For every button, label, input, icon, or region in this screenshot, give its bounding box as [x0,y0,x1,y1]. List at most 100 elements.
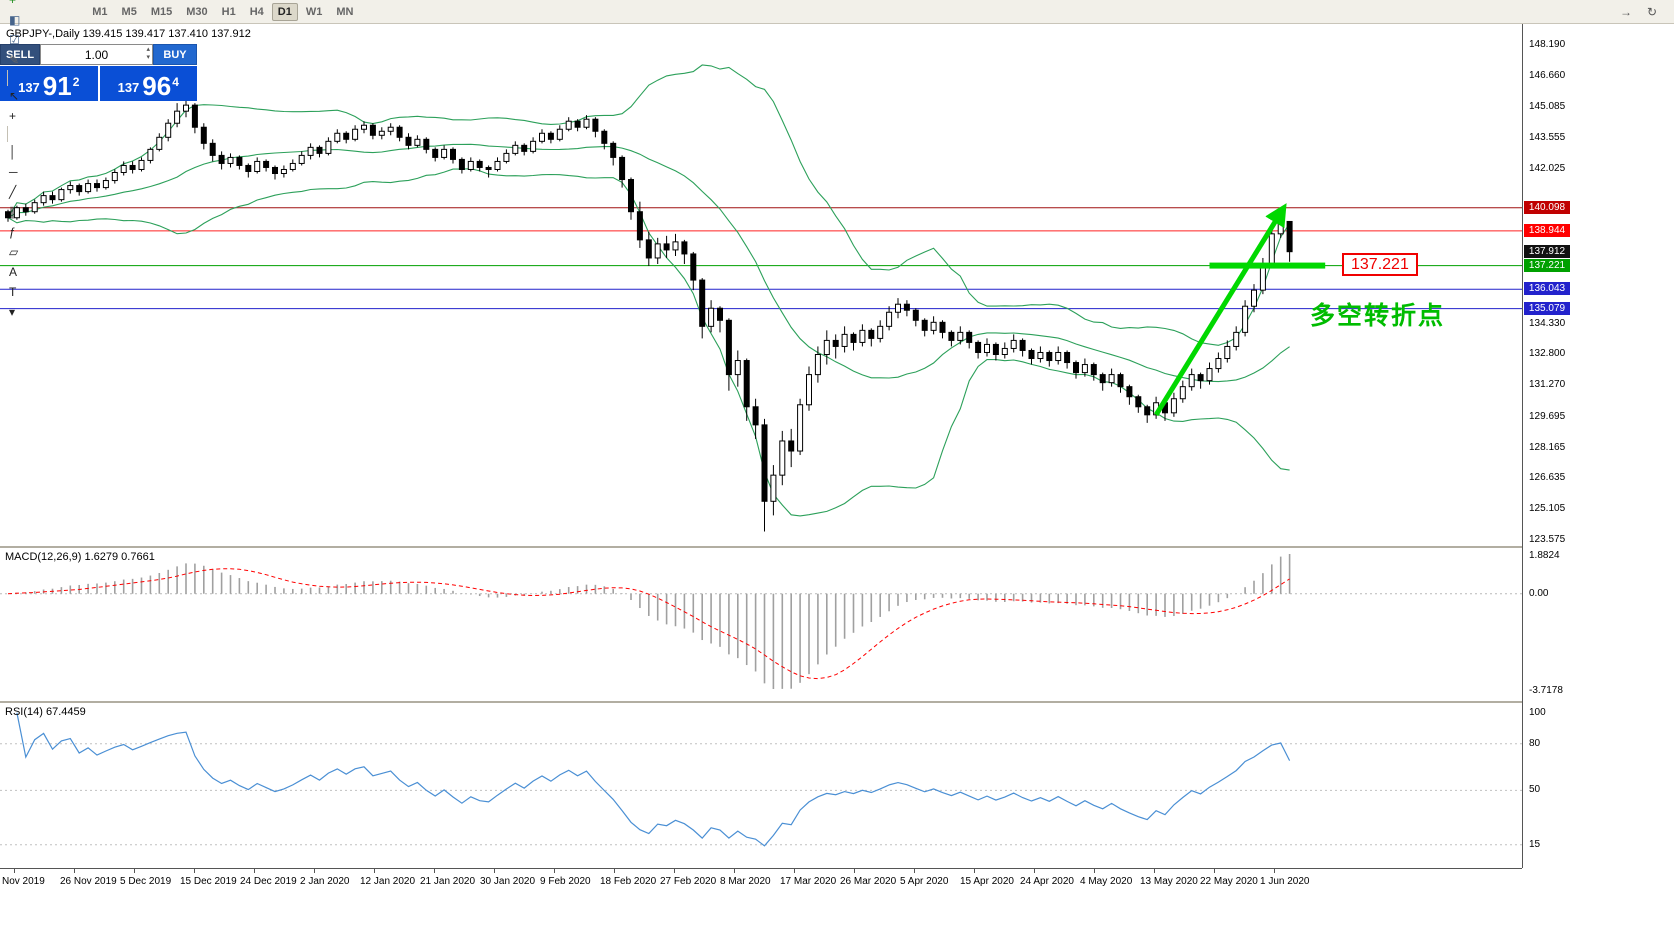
price-tag-138.944: 138.944 [1524,223,1570,237]
price-chart-pane[interactable] [0,24,1522,548]
shapes-icon: ▱ [9,244,19,259]
timeframe-m15[interactable]: M15 [150,5,173,18]
crosshair-icon[interactable]: + [4,106,74,126]
rsi-axis-label: 100 [1529,706,1546,718]
equidistant-channel-icon: ∥ [9,204,15,219]
price-tag-135.079: 135.079 [1524,301,1570,315]
stepper-up-icon[interactable]: ▴ [146,46,150,53]
volume-stepper[interactable]: ▴ ▾ [146,46,150,62]
timeframe-m5[interactable]: M5 [121,5,137,18]
date-axis-label: 15 Apr 2020 [960,876,1014,887]
date-axis[interactable]: Nov 2019 26 Nov 2019 5 Dec 2019 15 Dec 2019… [0,868,1522,892]
chart-shift-icon[interactable]: → [1615,2,1637,22]
date-axis-label: 30 Jan 2020 [480,876,536,887]
candlestick-chart [0,64,1522,532]
date-axis-tick [194,869,195,873]
rsi-indicator-pane[interactable]: RSI(14) 67.4459 [0,703,1522,868]
price-axis-label: 125.105 [1529,503,1566,515]
bid-price-pips: 91 [42,71,72,101]
text-label-icon[interactable]: T [4,282,74,302]
trendline-icon: ╱ [9,184,17,199]
date-axis-tick [974,869,975,873]
bid-price[interactable]: 137 91 2 [0,66,98,101]
pane-splitter[interactable] [0,546,1674,548]
ask-price-point: 4 [172,75,179,89]
timeframe-w1[interactable]: W1 [305,5,323,18]
date-axis-tick [254,869,255,873]
support-price-label: 137.221 [1342,253,1418,276]
date-axis-tick [494,869,495,873]
rsi-axis-label: 80 [1529,737,1541,749]
sell-button[interactable]: SELL [0,44,40,65]
date-axis-label: 2 Jan 2020 [300,876,350,887]
price-axis-label: 145.085 [1529,101,1566,113]
date-axis-label: Nov 2019 [2,876,45,887]
date-axis-tick [74,869,75,873]
bid-price-base: 137 [18,80,40,95]
date-axis-label: 24 Apr 2020 [1020,876,1074,887]
date-axis-tick [1034,869,1035,873]
text-icon[interactable]: A [4,262,74,282]
add-indicator-icon[interactable]: + [4,0,74,10]
date-axis-tick [14,869,15,873]
timeframe-mn[interactable]: MN [336,5,354,18]
volume-field[interactable]: 1.00 ▴ ▾ [40,44,153,65]
auto-scroll-icon: ↻ [1646,4,1657,19]
toolbar-separator [7,69,8,86]
equidistant-channel-icon[interactable]: ∥ [4,202,74,222]
date-axis-tick [554,869,555,873]
cursor-icon[interactable]: ↖ [4,86,74,106]
trendline-icon[interactable]: ╱ [4,182,74,202]
price-axis-label: 131.270 [1529,379,1566,391]
terminal-icon[interactable]: ☑ [4,30,74,50]
date-axis-tick [614,869,615,873]
date-axis-tick [674,869,675,873]
macd-axis-label: 0.00 [1529,587,1549,599]
price-axis-label: 146.660 [1529,69,1566,81]
price-axis-label: 143.555 [1529,132,1566,144]
strategy-tester-icon[interactable]: ✎ [4,50,74,70]
timeframe-h4[interactable]: H4 [249,5,264,18]
toolbar-left-group: ▦◆新订单▤▥▶自动交易╫▮≈⊕⊖▦▣+◧☑✎↖+│─╱∥ƒ▱AT▾ [4,0,74,322]
one-click-trading-panel: SELL 1.00 ▴ ▾ BUY 137 91 2 137 96 4 [0,44,197,101]
navigator-icon[interactable]: ◧ [4,10,74,30]
date-axis-label: 13 May 2020 [1140,876,1198,887]
toolbar-separator [7,125,8,142]
date-axis-label: 18 Feb 2020 [600,876,657,887]
macd-indicator-pane[interactable]: MACD(12,26,9) 1.6279 0.7661 [0,548,1522,701]
macd-chart [0,554,1522,689]
toolbar-right-group: → ↻ [1615,2,1670,22]
date-axis-label: 5 Apr 2020 [900,876,949,887]
timeframe-m30[interactable]: M30 [186,5,208,18]
date-axis-label: 1 Jun 2020 [1260,876,1310,887]
auto-scroll-icon[interactable]: ↻ [1642,2,1662,22]
ask-price[interactable]: 137 96 4 [99,66,197,101]
timeframe-toolbar: M1 M5 M15 M30 H1 H4 D1 W1 MN [85,2,360,21]
date-axis-label: 12 Jan 2020 [360,876,416,887]
macd-title: MACD(12,26,9) 1.6279 0.7661 [5,551,155,563]
date-axis-tick [1154,869,1155,873]
fibonacci-icon[interactable]: ƒ [4,222,74,242]
arrows-dropdown-icon: ▾ [9,304,16,319]
strategy-tester-icon: ✎ [9,52,20,67]
date-axis-label: 22 May 2020 [1200,876,1258,887]
vertical-line-icon[interactable]: │ [4,142,74,162]
shapes-icon[interactable]: ▱ [4,242,74,262]
ask-price-pips: 96 [142,71,172,101]
date-axis-tick [914,869,915,873]
macd-axis-label: -3.7178 [1529,685,1563,696]
stepper-down-icon[interactable]: ▾ [146,54,150,61]
trade-panel-prices: 137 91 2 137 96 4 [0,66,197,101]
timeframe-m1[interactable]: M1 [92,5,108,18]
timeframe-d1[interactable]: D1 [271,2,298,21]
rsi-axis-label: 15 [1529,838,1541,850]
navigator-icon: ◧ [9,12,21,27]
vertical-line-icon: │ [9,144,17,159]
pane-splitter[interactable] [0,701,1674,703]
horizontal-line-icon[interactable]: ─ [4,162,74,182]
buy-button[interactable]: BUY [153,44,197,65]
arrows-dropdown-icon[interactable]: ▾ [4,302,74,322]
date-axis-tick [374,869,375,873]
price-axis[interactable]: 148.190 146.660 145.085 143.555 142.025 134.3… [1522,24,1674,868]
timeframe-h1[interactable]: H1 [221,5,236,18]
